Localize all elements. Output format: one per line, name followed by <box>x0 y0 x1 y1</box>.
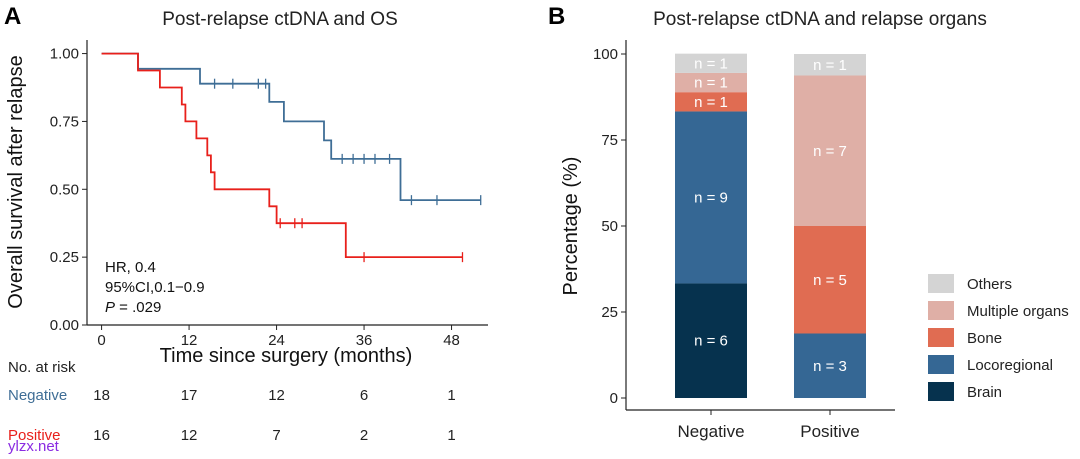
legend-label: Others <box>967 276 1012 293</box>
p-value-text: P = .029 <box>105 299 161 316</box>
risk-value: 12 <box>268 387 285 404</box>
bar-segment-label: n = 9 <box>694 189 728 206</box>
bar-segment-label: n = 5 <box>813 272 847 289</box>
bar-segment-locoregional <box>675 111 747 284</box>
km-x-tick-label: 0 <box>97 332 105 349</box>
legend-label: Brain <box>967 384 1002 401</box>
km-curve-negative <box>101 52 481 202</box>
risk-value: 12 <box>181 427 198 444</box>
risk-value: 7 <box>272 427 280 444</box>
risk-value: 18 <box>93 387 110 404</box>
legend-label: Locoregional <box>967 357 1053 374</box>
risk-value: 1 <box>447 387 455 404</box>
risk-table-header: No. at risk <box>8 359 76 376</box>
km-y-tick-label: 0.50 <box>50 181 79 198</box>
bar-y-tick-label: 100 <box>593 46 618 63</box>
legend-swatch <box>928 328 954 347</box>
bar-y-tick-label: 50 <box>601 218 618 235</box>
km-y-tick-label: 1.00 <box>50 46 79 63</box>
risk-row-negative-label: Negative <box>8 387 67 404</box>
km-x-tick-label: 12 <box>181 332 198 349</box>
bar-segment-label: n = 7 <box>813 143 847 160</box>
risk-value: 1 <box>447 427 455 444</box>
risk-value: 16 <box>93 427 110 444</box>
km-y-axis-title: Overall survival after relapse <box>5 55 27 308</box>
bar-title: Post-relapse ctDNA and relapse organs <box>653 9 987 30</box>
legend-label: Bone <box>967 330 1002 347</box>
km-curve-positive <box>101 52 463 259</box>
bar-category-label: Positive <box>800 422 860 441</box>
km-y-tick-label: 0.25 <box>50 249 79 266</box>
risk-value: 6 <box>360 387 368 404</box>
bar-segment-multiple-organs <box>675 72 747 93</box>
p-value: = .029 <box>115 299 161 316</box>
km-x-tick-label: 36 <box>356 332 373 349</box>
km-x-axis-title: Time since surgery (months) <box>160 345 413 367</box>
bar-segment-others <box>675 53 747 73</box>
bar-segment-brain <box>675 283 747 398</box>
ci-text: 95%CI,0.1−0.9 <box>105 279 205 296</box>
km-x-tick-label: 48 <box>443 332 460 349</box>
bar-y-axis-title: Percentage (%) <box>560 157 582 296</box>
km-y-tick-label: 0.00 <box>50 317 79 334</box>
legend: Others Multiple organs Bone Locoregional Bra… <box>928 274 1069 401</box>
p-label: P <box>105 299 115 316</box>
km-x-tick-label: 24 <box>268 332 285 349</box>
bar-segment-locoregional <box>794 333 866 398</box>
legend-label: Multiple organs <box>967 303 1069 320</box>
legend-swatch <box>928 382 954 401</box>
risk-value: 2 <box>360 427 368 444</box>
km-y-tick-label: 0.75 <box>50 113 79 130</box>
km-plot-area: 0.00 0.25 0.50 0.75 1.00 0 12 24 36 48 <box>50 40 488 349</box>
km-title: Post-relapse ctDNA and OS <box>162 9 398 30</box>
bar-segment-label: n = 1 <box>694 75 728 92</box>
bar-segment-bone <box>794 226 866 334</box>
risk-value: 17 <box>181 387 198 404</box>
bar-segment-bone <box>675 92 747 112</box>
bar-segment-label: n = 1 <box>694 94 728 111</box>
bar-category-label: Negative <box>677 422 744 441</box>
bar-y-tick-label: 75 <box>601 132 618 149</box>
bar-y-tick-label: 25 <box>601 304 618 321</box>
hr-text: HR, 0.4 <box>105 259 156 276</box>
bar-y-tick-label: 0 <box>610 390 618 407</box>
bar-segment-others <box>794 54 866 76</box>
panel-b-letter: B <box>548 3 565 30</box>
legend-swatch <box>928 355 954 374</box>
legend-swatch <box>928 274 954 293</box>
bar-segment-multiple-organs <box>794 75 866 226</box>
bar-segment-label: n = 6 <box>694 333 728 350</box>
watermark: ylzx.net <box>8 438 60 455</box>
risk-row-positive-label: Positive <box>8 427 61 444</box>
panel-a-letter: A <box>4 3 21 30</box>
risk-table-values: 18 17 12 6 1 16 12 7 2 1 <box>93 387 455 444</box>
bar-segment-label: n = 3 <box>813 358 847 375</box>
bar-segment-label: n = 1 <box>694 55 728 72</box>
bar-plot-area: 0 25 50 75 100 Negative n = 6 n = 9 n = 1 n = 1 n … <box>593 40 895 441</box>
legend-swatch <box>928 301 954 320</box>
bar-segment-label: n = 1 <box>813 57 847 74</box>
